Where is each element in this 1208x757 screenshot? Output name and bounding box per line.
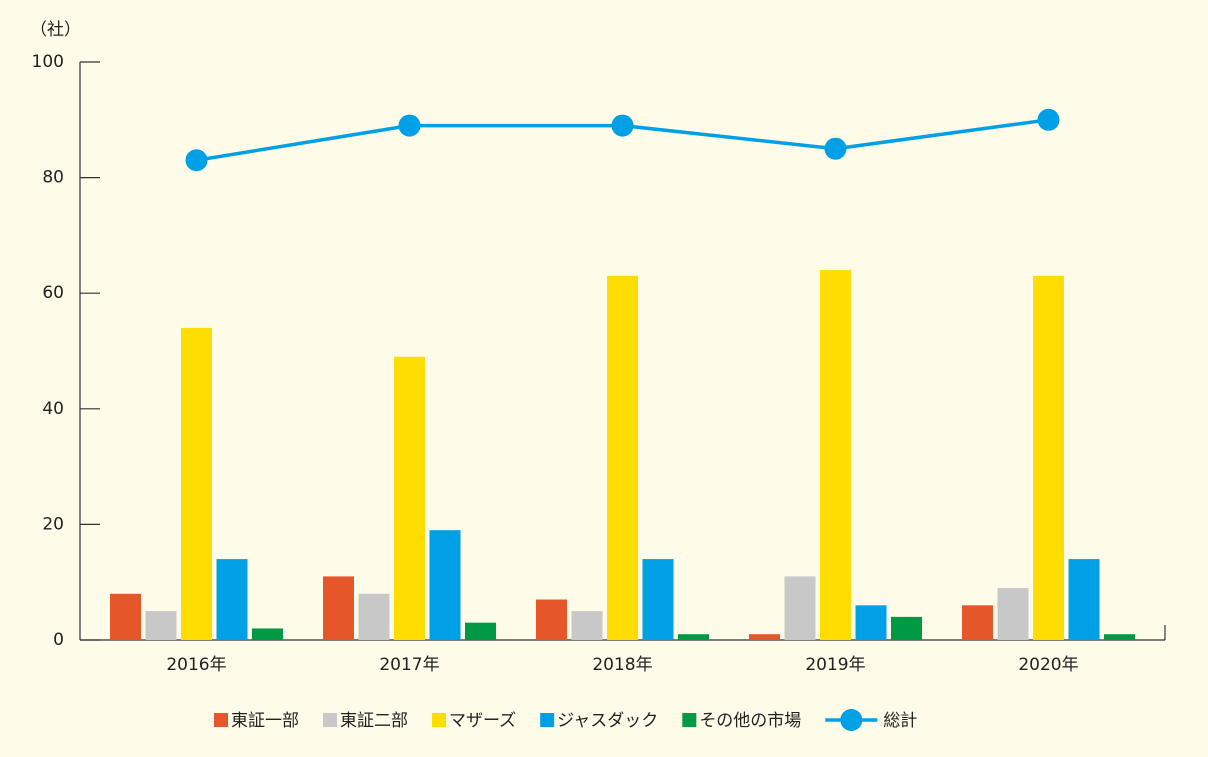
bar <box>216 559 248 640</box>
x-tick-label: 2019年 <box>805 655 865 675</box>
line-point <box>611 114 634 137</box>
x-tick-label: 2017年 <box>379 655 439 675</box>
bar <box>145 611 177 640</box>
legend-label: 東証二部 <box>340 711 408 731</box>
bar <box>749 634 780 640</box>
x-tick-label: 2016年 <box>166 655 226 675</box>
bar <box>962 605 993 640</box>
bar <box>820 270 851 640</box>
bar <box>571 611 603 640</box>
bar <box>642 559 674 640</box>
y-tick-label: 40 <box>42 399 64 419</box>
bar <box>323 576 354 640</box>
legend-swatch <box>323 713 337 727</box>
bar <box>1104 634 1135 640</box>
bar <box>394 356 425 640</box>
bar <box>891 616 922 640</box>
bar <box>1033 275 1064 640</box>
bar <box>678 634 709 640</box>
line-point <box>1037 108 1060 131</box>
y-axis-label: （社） <box>30 20 81 40</box>
bar <box>110 593 141 640</box>
y-tick-label: 20 <box>42 514 64 534</box>
x-tick-label: 2020年 <box>1018 655 1078 675</box>
y-tick-label: 0 <box>53 630 64 650</box>
y-tick-label: 60 <box>42 283 64 303</box>
bar <box>855 605 887 640</box>
y-tick-label: 100 <box>32 52 64 72</box>
legend-swatch <box>214 713 228 727</box>
legend-label: その他の市場 <box>699 711 801 731</box>
legend-swatch <box>682 713 697 727</box>
bar <box>465 622 496 640</box>
line-point <box>824 137 847 160</box>
bar <box>784 576 816 640</box>
bar <box>1068 559 1100 640</box>
bar <box>181 327 212 640</box>
line-point <box>185 149 208 172</box>
bar <box>536 599 567 640</box>
bar <box>429 530 461 640</box>
legend-marker <box>840 709 863 731</box>
legend-label: マザーズ <box>449 711 516 731</box>
legend-label: 東証一部 <box>231 711 299 731</box>
bar <box>358 593 390 640</box>
line-point <box>398 114 421 137</box>
x-tick-label: 2018年 <box>592 655 652 675</box>
bar <box>997 587 1029 640</box>
legend-label: 総計 <box>883 711 917 731</box>
legend-label: ジャスダック <box>557 711 658 731</box>
legend-swatch <box>432 713 446 727</box>
bar <box>607 275 638 640</box>
y-tick-label: 80 <box>42 168 64 188</box>
legend-swatch <box>540 713 555 727</box>
bar <box>252 628 283 640</box>
